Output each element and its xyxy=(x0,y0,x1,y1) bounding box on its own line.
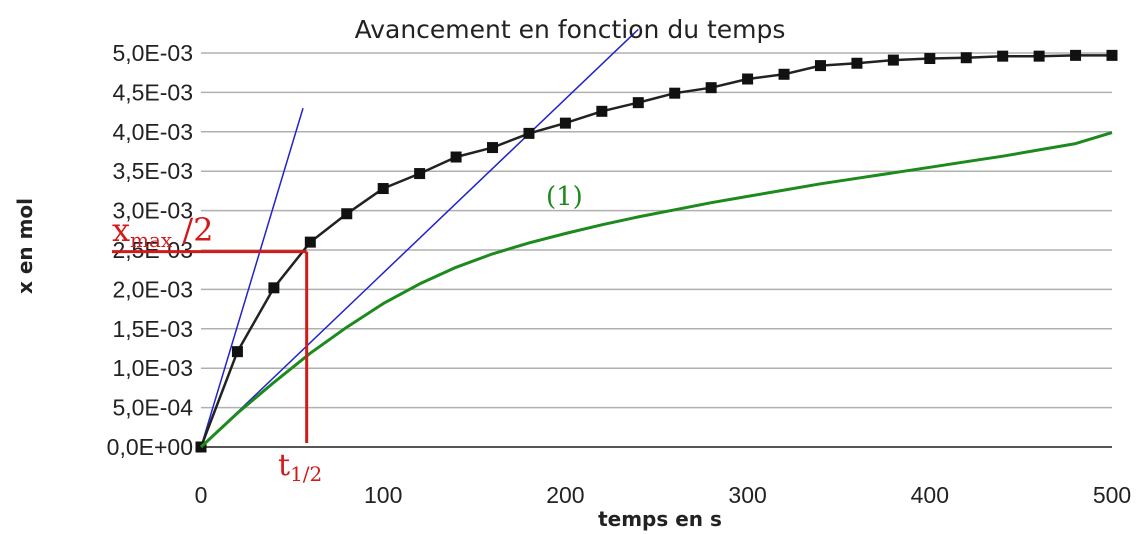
data-point xyxy=(1106,49,1118,61)
xmax-half-rest: /2 xyxy=(172,211,213,249)
data-point xyxy=(997,50,1009,62)
data-point xyxy=(960,52,972,64)
data-point xyxy=(341,208,353,220)
data-point xyxy=(705,82,717,94)
y-tick-labels: 0,0E+00 5,0E-04 1,0E-03 1,5E-03 2,0E-03 2,5E-… xyxy=(107,40,194,460)
y-tick-label: 1,0E-03 xyxy=(112,355,193,381)
y-tick-label: 3,5E-03 xyxy=(112,158,193,184)
y-tick-label: 1,5E-03 xyxy=(112,316,193,342)
x-tick-label: 300 xyxy=(728,482,766,508)
series-line xyxy=(199,54,1112,448)
data-point xyxy=(231,346,243,358)
data-point xyxy=(377,183,389,195)
y-tick-label: 5,0E-04 xyxy=(112,395,193,421)
xmax-half-main: x xyxy=(112,211,130,249)
x-tick-label: 400 xyxy=(911,482,949,508)
t-half-label: t1/2 xyxy=(278,448,322,486)
tangent-line xyxy=(200,107,304,448)
t-half-main: t xyxy=(278,448,290,483)
x-tick-labels: 0 100 200 300 400 500 xyxy=(195,482,1132,508)
x-tick-label: 200 xyxy=(546,482,584,508)
data-point xyxy=(814,60,826,72)
series-line xyxy=(199,131,1113,449)
gridlines xyxy=(201,52,1112,409)
chart-title: Avancement en fonction du temps xyxy=(355,15,786,44)
data-point xyxy=(559,117,571,129)
y-tick-label: 2,0E-03 xyxy=(112,276,193,302)
data-point xyxy=(450,151,462,163)
data-point xyxy=(414,168,426,180)
y-tick-label: 4,0E-03 xyxy=(112,119,193,145)
y-tick-label: 3,0E-03 xyxy=(112,198,193,224)
y-tick-label: 4,5E-03 xyxy=(112,79,193,105)
tangent-line xyxy=(200,28,639,448)
xmax-half-label: xmax /2 xyxy=(112,211,214,252)
data-point xyxy=(523,127,535,139)
data-point xyxy=(778,68,790,80)
xmax-half-sub: max xyxy=(130,228,173,252)
data-point xyxy=(669,87,681,99)
data-point xyxy=(887,54,899,66)
y-tick-label: 0,0E+00 xyxy=(107,434,193,460)
data-point xyxy=(632,97,644,109)
half-point-guides xyxy=(112,250,309,443)
data-point xyxy=(304,236,316,248)
data-point xyxy=(268,282,280,294)
data-point xyxy=(487,142,499,154)
x-tick-label: 500 xyxy=(1093,482,1131,508)
curve-1-label: (1) xyxy=(546,182,583,212)
data-point xyxy=(851,57,863,69)
data-point xyxy=(1033,50,1045,62)
data-point xyxy=(924,53,936,65)
series-group xyxy=(195,49,1118,453)
data-point xyxy=(596,105,608,117)
y-tick-label: 2,5E-03 xyxy=(112,237,193,263)
t-half-sub: 1/2 xyxy=(290,462,322,486)
tangent-lines xyxy=(200,28,639,448)
data-point xyxy=(1070,49,1082,61)
y-tick-label: 5,0E-03 xyxy=(112,40,193,66)
data-point xyxy=(742,73,754,85)
x-axis-label: temps en s xyxy=(598,507,722,531)
x-tick-label: 0 xyxy=(195,482,208,508)
y-axis-label: x en mol xyxy=(13,198,37,294)
x-tick-label: 100 xyxy=(364,482,402,508)
